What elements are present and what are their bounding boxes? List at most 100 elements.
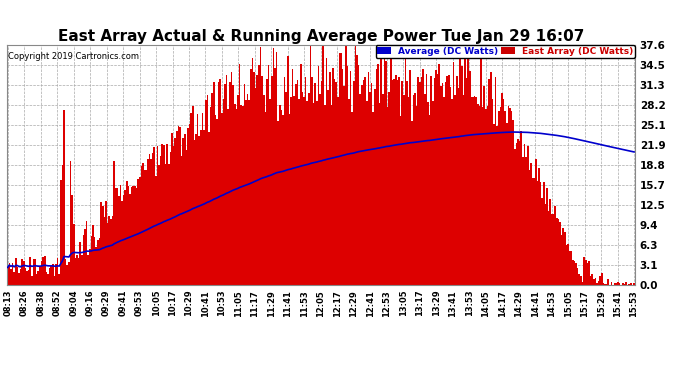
Bar — [286, 92, 287, 285]
Bar — [18, 273, 20, 285]
Bar — [171, 133, 172, 285]
Bar — [63, 110, 65, 285]
Bar — [593, 279, 595, 285]
Bar — [113, 161, 115, 285]
Bar — [95, 247, 97, 285]
Bar — [406, 81, 408, 285]
Bar — [136, 188, 137, 285]
Bar — [79, 242, 81, 285]
Bar — [170, 152, 171, 285]
Bar — [514, 149, 515, 285]
Bar — [129, 194, 131, 285]
Bar — [100, 202, 102, 285]
Bar — [598, 281, 600, 285]
Bar — [440, 86, 442, 285]
Bar — [484, 86, 485, 285]
Bar — [269, 99, 271, 285]
Bar — [611, 282, 612, 285]
Bar — [258, 65, 259, 285]
Bar — [339, 54, 340, 285]
Bar — [65, 259, 66, 285]
Bar — [551, 214, 553, 285]
Bar — [327, 90, 329, 285]
Bar — [554, 206, 556, 285]
Bar — [428, 115, 431, 285]
Bar — [600, 276, 601, 285]
Bar — [90, 236, 92, 285]
Bar — [590, 276, 591, 285]
Bar — [571, 251, 572, 285]
Bar — [411, 122, 413, 285]
Bar — [453, 63, 455, 285]
Bar — [400, 116, 402, 285]
Bar — [395, 75, 397, 285]
Bar — [282, 115, 284, 285]
Bar — [75, 258, 76, 285]
Bar — [474, 96, 475, 285]
Bar — [495, 77, 496, 285]
Bar — [15, 258, 17, 285]
Bar — [471, 97, 472, 285]
Bar — [580, 276, 582, 285]
Bar — [186, 150, 187, 285]
Bar — [288, 114, 290, 285]
Bar — [175, 138, 176, 285]
Bar — [132, 186, 134, 285]
Bar — [248, 99, 250, 285]
Bar — [86, 221, 88, 285]
Bar — [480, 58, 482, 285]
Bar — [366, 100, 368, 285]
Bar — [530, 163, 532, 285]
Bar — [529, 170, 530, 285]
Bar — [10, 269, 12, 285]
Bar — [419, 82, 421, 285]
Bar — [633, 283, 635, 285]
Bar — [239, 64, 240, 285]
Bar — [448, 75, 450, 285]
Bar — [380, 51, 382, 285]
Bar — [350, 72, 351, 285]
Bar — [60, 180, 61, 285]
Bar — [277, 121, 279, 285]
Bar — [179, 127, 181, 285]
Bar — [377, 64, 379, 285]
Bar — [346, 66, 348, 285]
Bar — [615, 283, 617, 285]
Bar — [315, 83, 316, 285]
Bar — [577, 268, 578, 285]
Bar — [556, 218, 558, 285]
Bar — [237, 94, 239, 285]
Bar — [39, 266, 41, 285]
Bar — [614, 283, 615, 285]
Bar — [503, 99, 504, 285]
Bar — [201, 113, 204, 285]
Bar — [281, 110, 282, 285]
Bar — [460, 45, 461, 285]
Bar — [297, 80, 298, 285]
Bar — [445, 82, 446, 285]
Bar — [384, 57, 385, 285]
Bar — [558, 219, 559, 285]
Bar — [393, 79, 395, 285]
Bar — [311, 77, 313, 285]
Bar — [475, 97, 477, 285]
Bar — [8, 262, 10, 285]
Bar — [596, 282, 598, 285]
Title: East Array Actual & Running Average Power Tue Jan 29 16:07: East Array Actual & Running Average Powe… — [58, 29, 584, 44]
Bar — [94, 237, 95, 285]
Bar — [172, 146, 175, 285]
Bar — [573, 261, 575, 285]
Bar — [194, 140, 195, 285]
Bar — [566, 245, 567, 285]
Bar — [55, 264, 57, 285]
Bar — [437, 74, 438, 285]
Bar — [564, 231, 566, 285]
Bar — [295, 84, 297, 285]
Bar — [250, 69, 252, 285]
Bar — [150, 159, 152, 285]
Legend: Average (DC Watts), East Array (DC Watts): Average (DC Watts), East Array (DC Watts… — [375, 45, 635, 58]
Bar — [46, 272, 47, 285]
Bar — [284, 77, 286, 285]
Bar — [356, 55, 358, 285]
Bar — [235, 110, 237, 285]
